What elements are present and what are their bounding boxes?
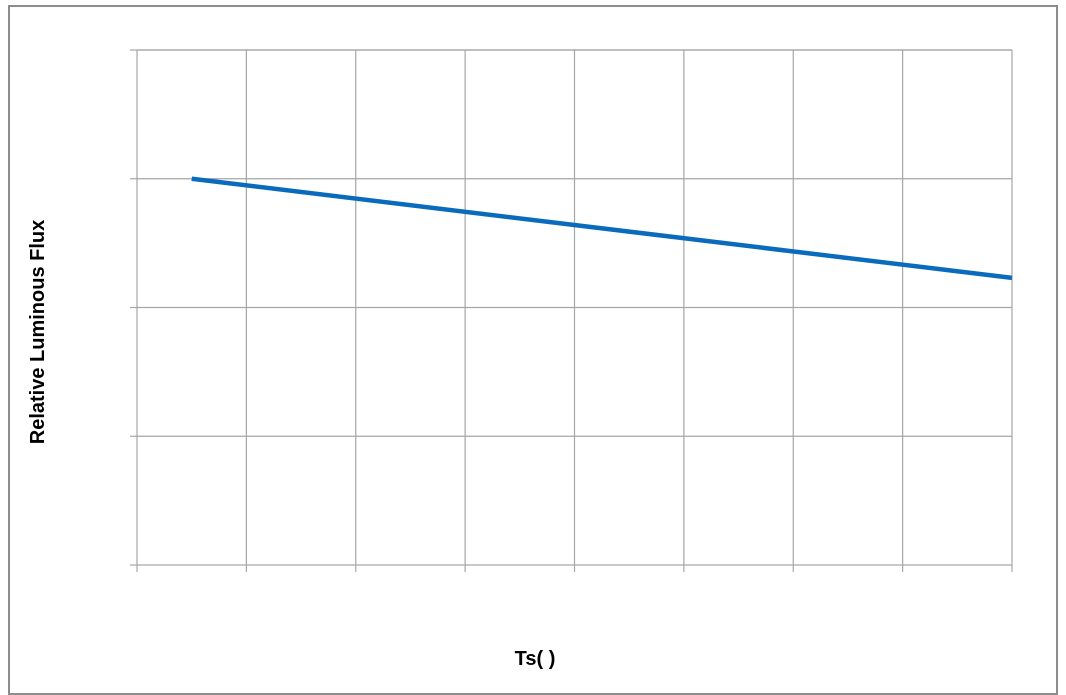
chart-frame: [8, 5, 1058, 695]
grid-lines: [136, 49, 1013, 566]
axis-ticks: [130, 49, 1013, 572]
y-axis-label: Relative Luminous Flux: [27, 220, 49, 444]
series-group: [191, 176, 1013, 281]
x-axis-label: Ts( ): [515, 648, 556, 670]
series-line: [191, 176, 1013, 281]
